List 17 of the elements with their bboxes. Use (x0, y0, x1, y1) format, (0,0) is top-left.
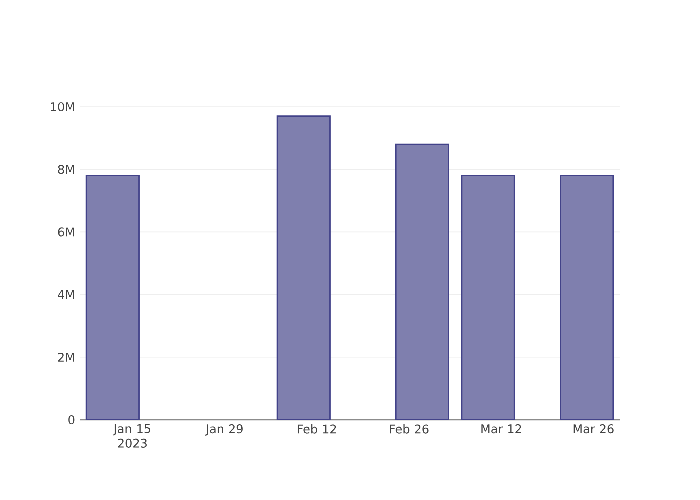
x-tick-label: Mar 26 (574, 424, 614, 434)
y-tick-label: 10M (51, 102, 74, 112)
bar (395, 144, 450, 420)
bar (560, 175, 614, 420)
x-tick-label: Mar 12 (482, 424, 522, 434)
x-tick-label: Jan 15 2023 (113, 424, 151, 448)
y-tick-label: 0 (68, 415, 75, 425)
y-tick-label: 8M (58, 165, 74, 174)
y-tick-label: 6M (58, 228, 74, 237)
y-tick-label: 2M (58, 352, 74, 362)
bar (461, 175, 516, 420)
x-tick-label: Feb 12 (298, 424, 336, 434)
bar (276, 116, 331, 420)
x-tick-label: Feb 26 (390, 424, 429, 434)
y-tick-label: 4M (58, 290, 74, 300)
x-tick-label: Jan 29 (205, 424, 243, 436)
bar (86, 175, 140, 420)
